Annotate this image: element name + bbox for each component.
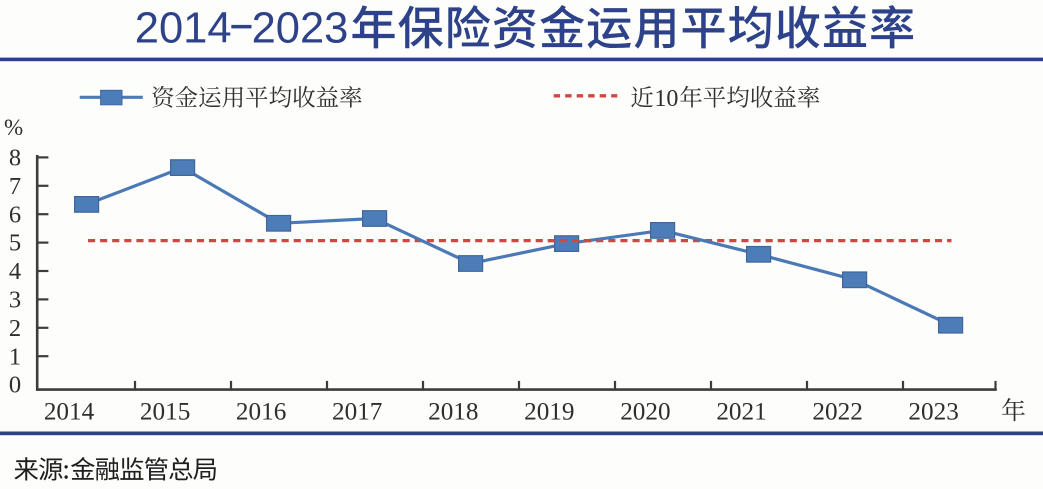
svg-text:2017: 2017 [332, 399, 382, 426]
svg-text:0: 0 [9, 372, 21, 399]
svg-text:7: 7 [9, 173, 21, 200]
svg-text:10: 10 [654, 86, 678, 112]
svg-text:2023: 2023 [252, 4, 349, 52]
svg-text:4: 4 [9, 258, 21, 285]
svg-text:%: % [4, 115, 23, 140]
svg-text:1: 1 [9, 343, 21, 370]
svg-text:2015: 2015 [140, 399, 190, 426]
svg-text:2021: 2021 [716, 399, 766, 426]
svg-text:2023: 2023 [908, 399, 958, 426]
svg-text:2014: 2014 [44, 399, 95, 426]
svg-text:2020: 2020 [620, 399, 670, 426]
svg-text:5: 5 [9, 230, 21, 257]
svg-text:8: 8 [9, 145, 21, 172]
svg-text:2016: 2016 [236, 399, 286, 426]
svg-text:2018: 2018 [428, 399, 478, 426]
svg-text:6: 6 [9, 201, 21, 228]
svg-text:2019: 2019 [524, 399, 574, 426]
svg-text:2022: 2022 [812, 399, 862, 426]
svg-text:2: 2 [9, 315, 21, 342]
svg-text:3: 3 [9, 287, 21, 314]
svg-text:2014: 2014 [135, 4, 232, 52]
